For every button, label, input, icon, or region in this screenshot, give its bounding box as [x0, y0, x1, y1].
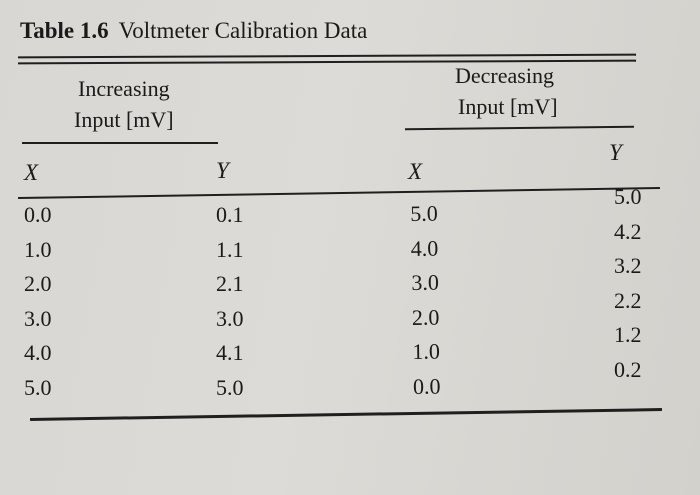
- table-cell: 2.0: [24, 271, 52, 296]
- top-rule-upper: [17, 53, 637, 59]
- col-header-inc-x: X: [24, 160, 39, 185]
- table-title: Voltmeter Calibration Data: [118, 18, 368, 43]
- table-cell: 2.0: [411, 304, 440, 330]
- table-number: Table 1.6: [20, 18, 109, 43]
- increasing-group-header: Increasing Input [mV]: [74, 73, 174, 135]
- decreasing-group-rule: [404, 125, 635, 130]
- table-cell: 2.1: [216, 271, 244, 296]
- table-cell: 0.2: [614, 356, 642, 382]
- table-cell: 3.0: [216, 305, 244, 331]
- col-header-dec-y: Y: [609, 140, 622, 165]
- decreasing-y-column: 5.0 4.2 3.2 2.2 1.2 0.2: [614, 180, 642, 387]
- table-cell: 3.2: [614, 253, 642, 278]
- table-cell: 0.1: [216, 202, 244, 227]
- table-cell: 1.0: [412, 338, 441, 364]
- decreasing-x-column: 5.0 4.0 3.0 2.0 1.0 0.0: [410, 197, 441, 404]
- decreasing-header-line2: Input [mV]: [458, 94, 558, 119]
- table-cell: 4.2: [614, 218, 642, 244]
- table-cell: 4.1: [216, 340, 244, 365]
- col-header-dec-x: X: [408, 159, 423, 184]
- increasing-group-rule: [22, 142, 218, 144]
- table-cell: 5.0: [614, 184, 642, 209]
- table-cell: 5.0: [216, 374, 244, 400]
- table-cell: 4.0: [410, 235, 439, 261]
- table-cell: 5.0: [24, 374, 52, 400]
- increasing-y-column: 0.1 1.1 2.1 3.0 4.1 5.0: [216, 198, 244, 405]
- decreasing-group-header: Decreasing Input [mV]: [455, 60, 558, 122]
- col-header-inc-y: Y: [216, 158, 229, 183]
- table-cell: 4.0: [24, 340, 52, 365]
- table-cell: 1.1: [216, 236, 244, 262]
- increasing-x-column: 0.0 1.0 2.0 3.0 4.0 5.0: [24, 198, 52, 405]
- table-cell: 1.0: [24, 236, 52, 262]
- table-cell: 5.0: [410, 200, 438, 226]
- table-cell: 3.0: [411, 269, 440, 295]
- table-cell: 3.0: [24, 305, 52, 331]
- table-cell: 1.2: [614, 322, 642, 347]
- header-rule: [18, 186, 660, 200]
- increasing-header-line2: Input [mV]: [74, 107, 174, 132]
- table-cell: 2.2: [614, 287, 642, 313]
- bottom-rule: [30, 408, 662, 421]
- table-caption: Table 1.6 Voltmeter Calibration Data: [20, 18, 367, 44]
- decreasing-header-line1: Decreasing: [455, 63, 554, 88]
- table-cell: 0.0: [412, 373, 441, 399]
- increasing-header-line1: Increasing: [78, 76, 170, 101]
- table-cell: 0.0: [24, 202, 52, 227]
